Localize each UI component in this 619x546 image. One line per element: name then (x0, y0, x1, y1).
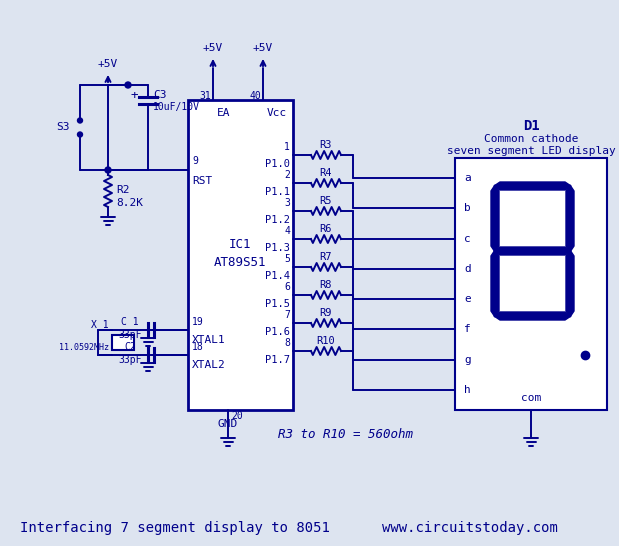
Polygon shape (491, 185, 499, 252)
Text: 9: 9 (192, 156, 198, 166)
Text: P1.7: P1.7 (265, 355, 290, 365)
Text: C3: C3 (153, 90, 167, 100)
Text: a: a (464, 173, 471, 183)
Text: 10uF/10V: 10uF/10V (153, 102, 200, 112)
Circle shape (77, 132, 82, 137)
Text: 1: 1 (284, 142, 290, 152)
Text: c: c (464, 234, 471, 244)
Text: 3: 3 (284, 198, 290, 208)
Text: www.circuitstoday.com: www.circuitstoday.com (382, 521, 558, 535)
Text: b: b (464, 203, 471, 213)
Text: 11.0592MHz: 11.0592MHz (59, 343, 109, 352)
Polygon shape (566, 250, 574, 317)
Text: P1.2: P1.2 (265, 215, 290, 225)
Text: Common cathode: Common cathode (484, 134, 578, 144)
Text: d: d (464, 264, 471, 274)
Text: R7: R7 (320, 252, 332, 262)
Text: 19: 19 (192, 317, 204, 327)
Polygon shape (494, 247, 571, 255)
Text: seven segment LED display: seven segment LED display (447, 146, 615, 156)
Text: P1.4: P1.4 (265, 271, 290, 281)
Text: R9: R9 (320, 308, 332, 318)
Text: RST: RST (192, 176, 212, 186)
Polygon shape (566, 185, 574, 252)
Text: P1.0: P1.0 (265, 159, 290, 169)
Circle shape (77, 118, 82, 123)
Text: P1.1: P1.1 (265, 187, 290, 197)
Text: g: g (464, 355, 471, 365)
Text: 6: 6 (284, 282, 290, 292)
Circle shape (105, 167, 111, 173)
Text: 31: 31 (199, 91, 211, 101)
Text: EA: EA (217, 108, 230, 118)
Text: 33pF: 33pF (118, 330, 142, 340)
Text: 33pF: 33pF (118, 355, 142, 365)
Text: XTAL1: XTAL1 (192, 335, 226, 345)
Text: GND: GND (218, 419, 238, 429)
Text: R4: R4 (320, 168, 332, 178)
Text: f: f (464, 324, 471, 335)
Text: Vcc: Vcc (267, 108, 287, 118)
Text: h: h (464, 385, 471, 395)
Text: e: e (464, 294, 471, 304)
Text: P1.6: P1.6 (265, 327, 290, 337)
Text: +5V: +5V (253, 43, 273, 53)
Text: IC1: IC1 (229, 239, 252, 252)
Text: 8.2K: 8.2K (116, 198, 143, 208)
Polygon shape (494, 182, 571, 190)
Text: C2: C2 (124, 342, 136, 352)
Text: R6: R6 (320, 224, 332, 234)
Polygon shape (494, 312, 571, 320)
Circle shape (125, 82, 131, 88)
Text: P1.5: P1.5 (265, 299, 290, 309)
Text: +5V: +5V (98, 59, 118, 69)
Text: P1.3: P1.3 (265, 243, 290, 253)
Text: R5: R5 (320, 196, 332, 206)
Text: 7: 7 (284, 310, 290, 320)
Text: 18: 18 (192, 342, 204, 352)
Bar (188, 100, 293, 410)
Text: +: + (130, 90, 138, 103)
Text: com: com (521, 393, 541, 403)
Text: Interfacing 7 segment display to 8051: Interfacing 7 segment display to 8051 (20, 521, 330, 535)
Text: C 1: C 1 (121, 317, 139, 327)
Text: R10: R10 (317, 336, 335, 346)
Bar (112, 335, 134, 350)
Text: D1: D1 (522, 119, 539, 133)
Polygon shape (491, 250, 499, 317)
Text: 20: 20 (231, 411, 243, 421)
Text: +5V: +5V (203, 43, 223, 53)
Bar (455, 158, 607, 410)
Text: 5: 5 (284, 254, 290, 264)
Text: R3: R3 (320, 140, 332, 150)
Text: AT89S51: AT89S51 (214, 257, 267, 270)
Text: S3: S3 (56, 122, 70, 133)
Text: X 1: X 1 (92, 320, 109, 330)
Text: XTAL2: XTAL2 (192, 360, 226, 370)
Text: 2: 2 (284, 170, 290, 180)
Text: R2: R2 (116, 185, 129, 195)
Text: R8: R8 (320, 280, 332, 290)
Text: 40: 40 (249, 91, 261, 101)
Text: 8: 8 (284, 338, 290, 348)
Text: 4: 4 (284, 226, 290, 236)
Text: R3 to R10 = 560ohm: R3 to R10 = 560ohm (277, 429, 412, 442)
